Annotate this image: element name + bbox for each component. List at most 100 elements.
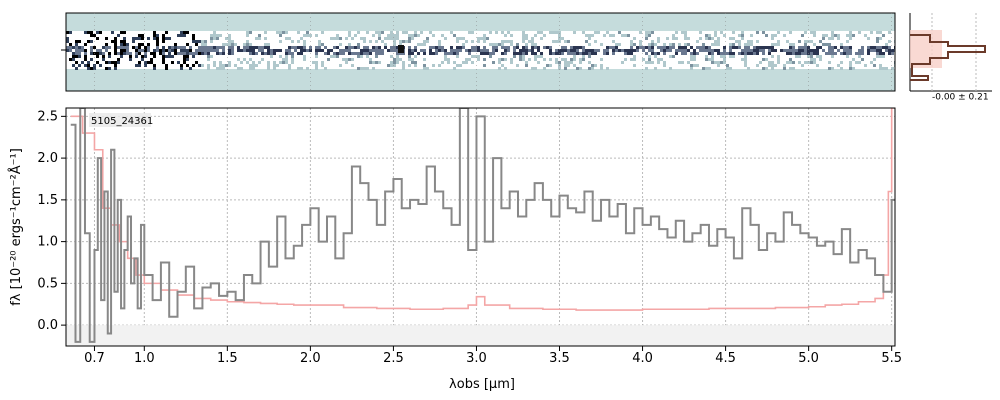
pixel xyxy=(396,37,399,40)
pixel xyxy=(555,58,558,61)
pixel xyxy=(792,43,795,46)
pixel xyxy=(465,49,468,52)
pixel xyxy=(153,49,156,52)
pixel xyxy=(747,43,750,46)
pixel xyxy=(663,64,666,67)
pixel xyxy=(798,55,801,58)
pixel xyxy=(468,49,471,52)
pixel xyxy=(588,43,591,46)
pixel xyxy=(834,52,837,55)
pixel xyxy=(327,52,330,55)
pixel xyxy=(633,58,636,61)
pixel xyxy=(432,52,435,55)
pixel xyxy=(519,49,522,52)
pixel xyxy=(669,43,672,46)
pixel xyxy=(369,40,372,43)
pixel xyxy=(846,40,849,43)
pixel xyxy=(78,52,81,55)
pixel xyxy=(651,46,654,49)
pixel xyxy=(117,46,120,49)
pixel xyxy=(843,46,846,49)
pixel xyxy=(570,46,573,49)
pixel xyxy=(165,37,168,40)
pixel xyxy=(111,31,114,34)
pixel xyxy=(87,40,90,43)
pixel xyxy=(711,61,714,64)
pixel xyxy=(639,46,642,49)
pixel xyxy=(375,49,378,52)
pixel xyxy=(366,52,369,55)
pixel xyxy=(285,37,288,40)
pixel xyxy=(789,46,792,49)
pixel xyxy=(75,61,78,64)
pixel xyxy=(375,40,378,43)
pixel xyxy=(459,46,462,49)
pixel xyxy=(369,49,372,52)
pixel xyxy=(447,52,450,55)
pixel xyxy=(219,64,222,67)
pixel xyxy=(708,52,711,55)
pixel xyxy=(705,34,708,37)
pixel xyxy=(396,34,399,37)
pixel xyxy=(567,61,570,64)
pixel xyxy=(270,55,273,58)
pixel xyxy=(630,46,633,49)
pixel xyxy=(507,49,510,52)
pixel xyxy=(147,61,150,64)
pixel xyxy=(663,52,666,55)
pixel xyxy=(330,37,333,40)
pixel xyxy=(648,46,651,49)
pixel xyxy=(360,52,363,55)
pixel xyxy=(831,34,834,37)
pixel xyxy=(402,64,405,67)
pixel xyxy=(93,34,96,37)
pixel xyxy=(99,52,102,55)
pixel xyxy=(378,37,381,40)
pixel xyxy=(579,52,582,55)
pixel xyxy=(393,58,396,61)
pixel xyxy=(660,49,663,52)
pixel xyxy=(777,31,780,34)
pixel xyxy=(837,64,840,67)
pixel xyxy=(645,61,648,64)
pixel xyxy=(222,46,225,49)
pixel xyxy=(549,64,552,67)
pixel xyxy=(555,61,558,64)
pixel xyxy=(138,37,141,40)
pixel xyxy=(687,49,690,52)
pixel xyxy=(609,46,612,49)
pixel xyxy=(744,55,747,58)
pixel xyxy=(558,31,561,34)
pixel xyxy=(495,49,498,52)
pixel xyxy=(534,46,537,49)
pixel xyxy=(336,34,339,37)
pixel xyxy=(177,61,180,64)
pixel xyxy=(666,37,669,40)
pixel xyxy=(744,49,747,52)
pixel xyxy=(411,49,414,52)
pixel xyxy=(297,52,300,55)
pixel xyxy=(453,34,456,37)
pixel xyxy=(819,55,822,58)
pixel xyxy=(351,64,354,67)
pixel xyxy=(729,52,732,55)
pixel xyxy=(453,67,456,70)
pixel xyxy=(804,61,807,64)
pixel xyxy=(297,46,300,49)
pixel xyxy=(483,34,486,37)
pixel xyxy=(756,64,759,67)
pixel xyxy=(582,52,585,55)
pixel xyxy=(645,46,648,49)
pixel xyxy=(399,52,402,55)
pixel xyxy=(636,46,639,49)
pixel xyxy=(183,46,186,49)
pixel xyxy=(633,43,636,46)
pixel xyxy=(168,55,171,58)
pixel xyxy=(153,31,156,34)
pixel xyxy=(300,49,303,52)
pixel xyxy=(90,49,93,52)
pixel xyxy=(501,46,504,49)
pixel xyxy=(654,55,657,58)
pixel xyxy=(576,67,579,70)
pixel xyxy=(492,52,495,55)
